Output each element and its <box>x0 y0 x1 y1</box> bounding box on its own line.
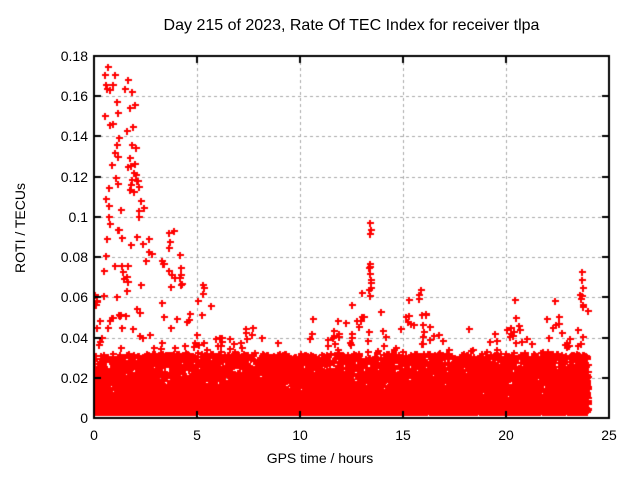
x-tick-label: 15 <box>395 427 411 443</box>
x-tick-label: 20 <box>498 427 514 443</box>
y-tick-label: 0.02 <box>60 370 88 386</box>
y-tick-label: 0.08 <box>60 249 88 265</box>
y-tick-label: 0.06 <box>60 289 88 305</box>
y-tick-label: 0 <box>80 410 88 426</box>
y-tick-label: 0.16 <box>60 88 88 104</box>
chart-title: Day 215 of 2023, Rate Of TEC Index for r… <box>163 17 540 34</box>
x-tick-label: 25 <box>601 427 617 443</box>
x-tick-label: 10 <box>292 427 308 443</box>
x-tick-label: 0 <box>90 427 98 443</box>
y-tick-label: 0.18 <box>60 48 88 64</box>
y-tick-label: 0.1 <box>68 209 88 225</box>
y-tick-labels: 0 0.02 0.04 0.06 0.08 0.1 0.12 0.14 0.16 0.18 <box>0 0 88 480</box>
y-tick-label: 0.12 <box>60 169 88 185</box>
y-tick-label: 0.14 <box>60 128 88 144</box>
x-tick-labels: 0 5 10 15 20 25 <box>0 427 640 445</box>
y-tick-label: 0.04 <box>60 330 88 346</box>
x-tick-label: 5 <box>193 427 201 443</box>
x-axis-label: GPS time / hours <box>266 450 374 466</box>
